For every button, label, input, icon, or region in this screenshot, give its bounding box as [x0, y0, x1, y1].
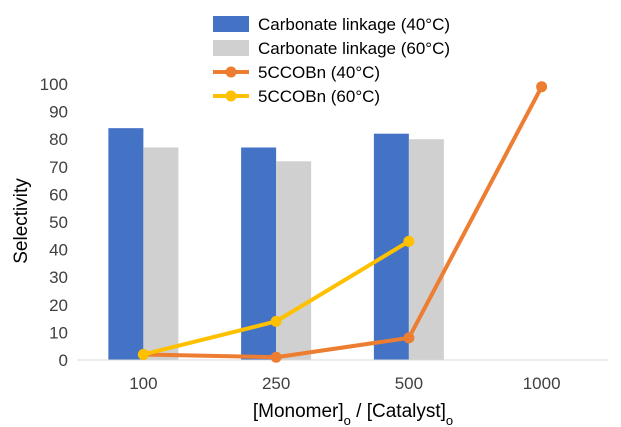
y-tick-label: 40 [49, 241, 68, 260]
x-tick-label: 100 [129, 374, 157, 393]
y-tick-label: 20 [49, 296, 68, 315]
data-point [270, 351, 282, 363]
line-series [137, 81, 548, 363]
y-axis-title-group: Selectivity [11, 178, 32, 264]
data-point [536, 81, 548, 93]
data-point [137, 348, 149, 360]
x-axis-title-sub1: o [344, 413, 351, 427]
y-tick-label: 80 [49, 130, 68, 149]
y-tick-label: 70 [49, 158, 68, 177]
legend-label: Carbonate linkage (40°C) [258, 15, 450, 34]
data-point [403, 235, 415, 247]
legend-marker [225, 90, 237, 102]
bar [276, 161, 312, 360]
x-tick-label: 1000 [523, 374, 561, 393]
bar [373, 133, 409, 360]
y-tick-label: 100 [40, 75, 68, 94]
bar [143, 147, 179, 360]
y-axis-title: Selectivity [11, 178, 32, 264]
y-tick-label: 60 [49, 185, 68, 204]
x-axis-title-part1: [Monomer] [253, 401, 344, 422]
y-tick-label: 10 [49, 323, 68, 342]
legend-label: 5CCOBn (40°C) [258, 63, 380, 82]
y-tick-label: 0 [59, 351, 68, 370]
legend-swatch [213, 16, 249, 32]
x-tick-label: 500 [395, 374, 423, 393]
data-point [270, 315, 282, 327]
legend-swatch [213, 40, 249, 56]
legend-label: Carbonate linkage (60°C) [258, 39, 450, 58]
x-axis-title-sub2: o [446, 413, 453, 427]
series-line [141, 84, 544, 360]
legend-marker [225, 66, 237, 78]
x-axis-title: [Monomer]o / [Catalyst]o [253, 401, 453, 427]
data-point [403, 332, 415, 344]
y-tick-label: 90 [49, 103, 68, 122]
legend: Carbonate linkage (40°C) Carbonate linkag… [213, 15, 450, 106]
x-axis-title-part2: / [Catalyst] [351, 401, 446, 422]
y-tick-label: 30 [49, 268, 68, 287]
y-tick-labels: 0 10 20 30 40 50 60 70 80 90 100 [40, 75, 68, 370]
x-tick-labels: 100 250 500 1000 [129, 374, 560, 393]
bars [108, 128, 444, 360]
legend-label: 5CCOBn (60°C) [258, 87, 380, 106]
y-tick-label: 50 [49, 213, 68, 232]
bar [108, 128, 144, 360]
x-tick-label: 250 [262, 374, 290, 393]
